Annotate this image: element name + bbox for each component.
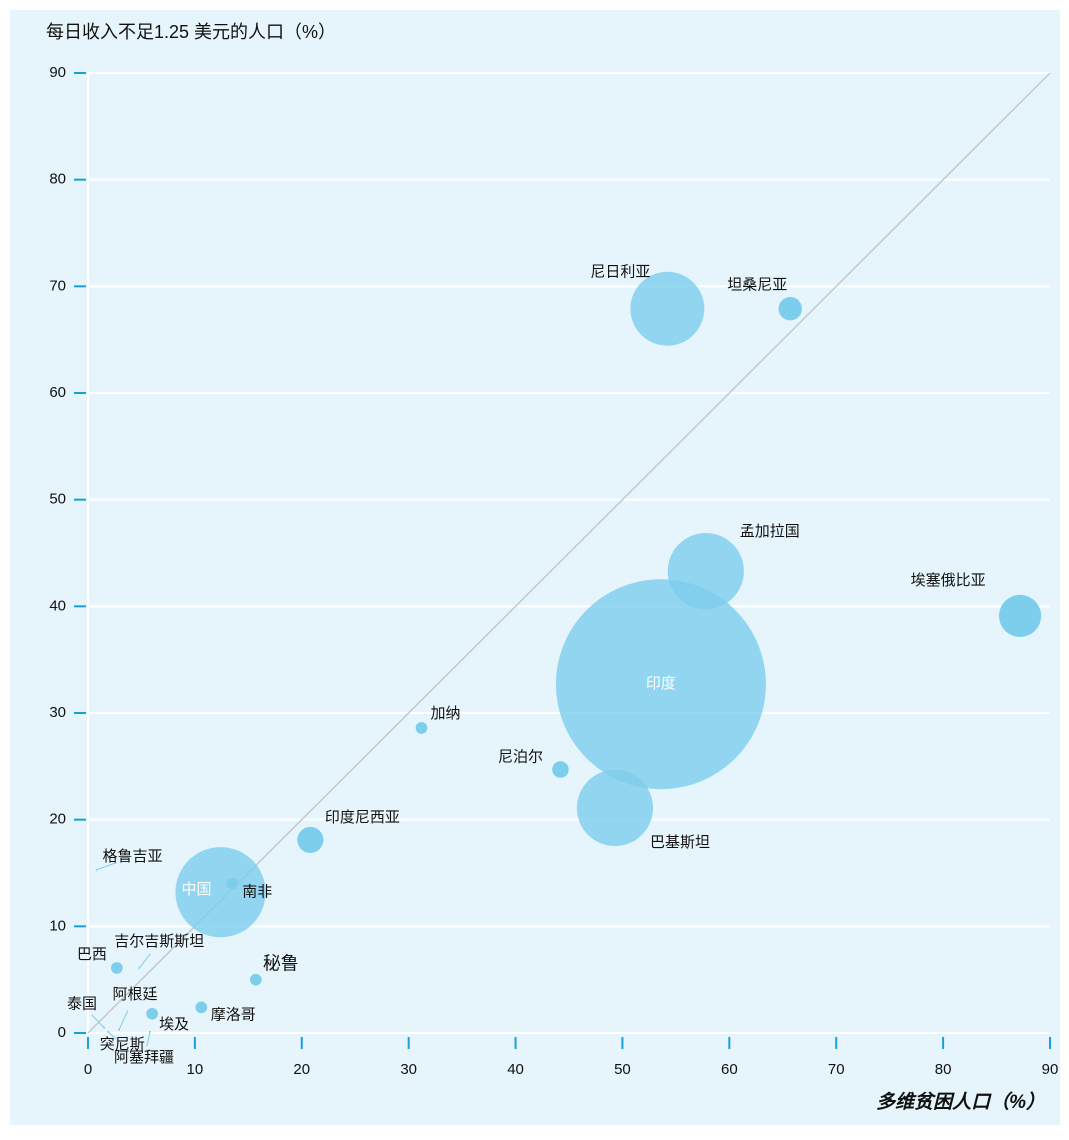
point-label: 尼日利亚 [590,264,650,281]
point-label: 埃塞俄比亚 [911,571,986,589]
y-tick-label: 90 [49,64,66,81]
x-axis-label: 多维贫困人口（%） [876,1091,1045,1113]
bubble [297,826,324,854]
point-label: 尼泊尔 [498,749,543,766]
x-tick-label: 50 [614,1061,631,1078]
leader-line [96,862,117,871]
bubble [667,533,744,610]
bubble [630,271,705,346]
bubble [998,594,1042,638]
x-tick-label: 20 [293,1061,310,1078]
point-label: 孟加拉国 [740,523,800,540]
x-tick-label: 10 [187,1061,204,1078]
x-tick-label: 80 [935,1061,952,1078]
point-label: 加纳 [430,705,460,722]
bubble [576,769,654,847]
bubble [175,847,266,938]
x-tick-label: 70 [828,1061,845,1078]
x-tick-label: 60 [721,1061,738,1078]
bubble [226,877,239,890]
y-tick-label: 80 [49,171,66,188]
leader-line [107,1031,117,1040]
point-label: 埃及 [159,1016,189,1033]
leader-line [118,1010,129,1031]
point-label: 阿根廷 [112,986,157,1003]
bubble [552,761,569,778]
point-label: 格鲁吉亚 [103,848,163,865]
x-tick-label: 40 [507,1061,524,1078]
point-label: 泰国 [67,996,97,1013]
y-tick-label: 20 [49,811,66,828]
y-tick-label: 70 [49,277,66,294]
point-label: 中国 [182,881,212,898]
y-tick-label: 0 [58,1024,66,1041]
point-label: 坦桑尼亚 [727,277,787,294]
x-tick-label: 30 [400,1061,417,1078]
bubble [778,297,802,321]
x-tick-label: 90 [1042,1061,1059,1078]
y-tick-label: 10 [49,917,66,934]
leader-line [138,953,151,969]
point-label: 秘鲁 [263,953,299,973]
x-tick-label: 0 [84,1061,92,1078]
point-label: 印度尼西亚 [325,809,400,826]
y-tick-label: 60 [49,384,66,401]
point-label: 印度 [646,675,676,692]
y-tick-label: 40 [49,597,66,614]
y-tick-label: 50 [49,491,66,508]
bubble [415,722,428,734]
point-label: 阿塞拜疆 [114,1048,174,1066]
point-label: 摩洛哥 [211,1005,256,1023]
point-label: 吉尔吉斯斯坦 [114,933,204,950]
point-label: 南非 [242,884,272,901]
bubble [146,1007,158,1020]
bubble [195,1001,208,1014]
bubble [555,579,766,790]
y-tick-label: 30 [49,704,66,721]
bubble [249,973,262,986]
leader-line [146,1031,151,1047]
leader-line [91,1014,105,1029]
point-label: 巴西 [77,946,107,963]
chart-title: 每日收入不足1.25 美元的人口（%） [46,22,336,42]
point-label: 突尼斯 [100,1036,145,1053]
plot-background [10,10,1060,1125]
bubble [111,962,123,974]
point-label: 巴基斯坦 [650,834,710,851]
